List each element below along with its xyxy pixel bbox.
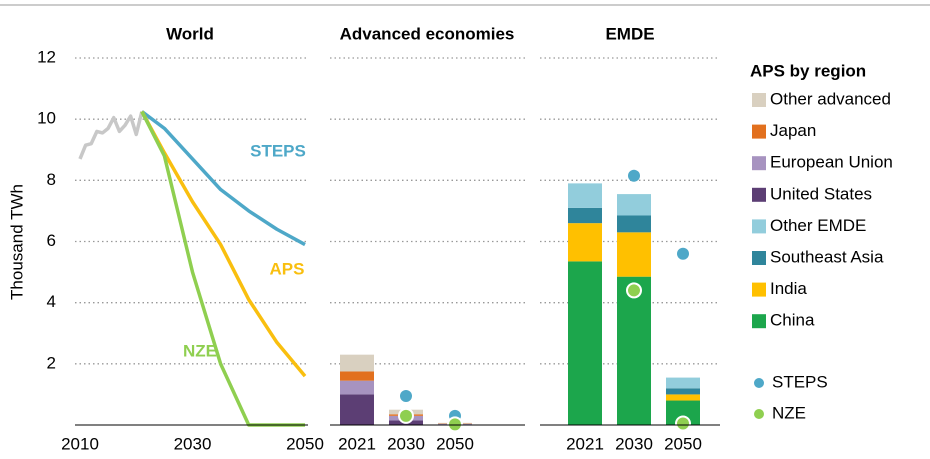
x-tick-label: 2021 xyxy=(338,434,376,453)
line-label: NZE xyxy=(183,341,217,360)
bar-segment xyxy=(568,261,602,425)
line-label: STEPS xyxy=(250,141,306,160)
panel-title: World xyxy=(166,24,214,43)
bar-segment xyxy=(568,183,602,208)
legend-dot xyxy=(754,409,764,419)
legend-swatch xyxy=(752,282,766,297)
marker-dot xyxy=(626,282,642,299)
legend-swatch xyxy=(752,219,766,234)
y-tick-label: 6 xyxy=(47,231,56,250)
x-tick-label: 2030 xyxy=(174,434,212,453)
legend-label: Other advanced xyxy=(770,89,891,108)
bar-segment xyxy=(617,215,651,233)
x-tick-label: 2050 xyxy=(664,434,702,453)
legend-swatch xyxy=(752,156,766,171)
x-tick-label: 2050 xyxy=(436,434,474,453)
bar-segment xyxy=(340,354,374,372)
bar-segment xyxy=(340,380,374,395)
legend-swatch xyxy=(752,314,766,329)
legend-label: European Union xyxy=(770,153,893,172)
legend-dot xyxy=(754,378,764,388)
legend-swatch xyxy=(752,187,766,202)
bar-segment xyxy=(617,276,651,425)
marker-dot xyxy=(675,415,691,432)
bar-segment xyxy=(340,371,374,381)
panel-title: Advanced economies xyxy=(340,24,515,43)
y-tick-label: 8 xyxy=(47,170,56,189)
y-tick-label: 12 xyxy=(37,47,56,66)
marker-dot xyxy=(400,389,412,402)
x-tick-label: 2021 xyxy=(566,434,604,453)
marker-dot xyxy=(447,416,463,433)
legend-label: China xyxy=(770,311,815,330)
legend-label: Southeast Asia xyxy=(770,247,884,266)
legend-swatch xyxy=(752,93,766,107)
marker-dot xyxy=(677,247,689,260)
bar-segment xyxy=(340,394,374,425)
bar-segment xyxy=(568,223,602,262)
x-tick-label: 2030 xyxy=(387,434,425,453)
x-tick-label: 2010 xyxy=(61,434,99,453)
legend-title: APS by region xyxy=(750,61,866,80)
legend-label: Other EMDE xyxy=(770,216,866,235)
line xyxy=(78,111,144,160)
bar-segment xyxy=(666,394,700,401)
legend-label: Japan xyxy=(770,121,816,140)
bar-segment xyxy=(617,232,651,277)
y-tick-label: 4 xyxy=(47,292,56,311)
legend-label: STEPS xyxy=(772,372,828,391)
y-tick-label: 10 xyxy=(37,109,56,128)
legend-label: NZE xyxy=(772,403,806,422)
marker-dot xyxy=(398,407,414,424)
x-tick-label: 2050 xyxy=(286,434,324,453)
bar-segment xyxy=(666,388,700,395)
legend-label: India xyxy=(770,279,807,298)
legend-label: United States xyxy=(770,184,872,203)
bar-segment xyxy=(666,377,700,389)
marker-dot xyxy=(628,169,640,182)
x-tick-label: 2030 xyxy=(615,434,653,453)
legend-swatch xyxy=(752,251,766,265)
y-tick-label: 2 xyxy=(47,353,56,372)
bar-segment xyxy=(617,194,651,216)
line-label: APS xyxy=(270,259,305,278)
legend-swatch xyxy=(752,124,766,139)
panel-title: EMDE xyxy=(605,24,654,43)
line xyxy=(140,110,306,247)
bar-segment xyxy=(568,207,602,224)
y-axis-label: Thousand TWh xyxy=(7,184,26,300)
